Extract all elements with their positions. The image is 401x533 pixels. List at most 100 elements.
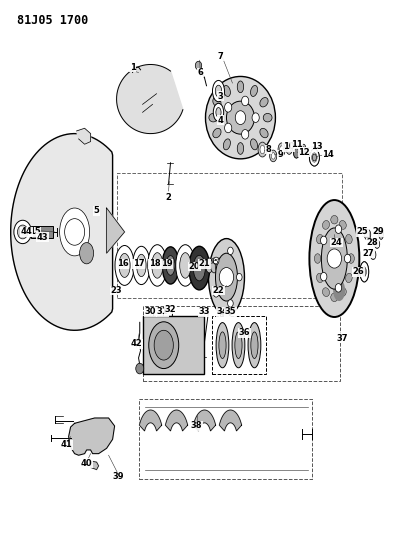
Text: 4: 4 xyxy=(218,116,223,125)
Ellipse shape xyxy=(360,262,369,282)
Text: x5: x5 xyxy=(211,259,219,265)
Ellipse shape xyxy=(288,146,291,152)
Ellipse shape xyxy=(227,101,255,134)
Text: 23: 23 xyxy=(111,286,122,295)
Text: 39: 39 xyxy=(113,472,124,481)
Text: 40: 40 xyxy=(81,459,92,467)
Circle shape xyxy=(320,236,327,245)
Ellipse shape xyxy=(251,139,257,150)
Bar xyxy=(143,306,340,381)
Polygon shape xyxy=(166,410,188,431)
Ellipse shape xyxy=(260,98,268,107)
Ellipse shape xyxy=(258,142,267,157)
Ellipse shape xyxy=(209,114,218,122)
Text: 6: 6 xyxy=(198,68,203,77)
Text: 34: 34 xyxy=(217,307,228,316)
Text: 29: 29 xyxy=(373,228,384,237)
Text: 16: 16 xyxy=(117,260,128,268)
Text: 26: 26 xyxy=(352,268,364,276)
Ellipse shape xyxy=(213,80,225,102)
Text: 27: 27 xyxy=(363,249,374,258)
Circle shape xyxy=(241,96,249,106)
Ellipse shape xyxy=(314,254,321,263)
Circle shape xyxy=(195,61,202,70)
Ellipse shape xyxy=(115,246,134,285)
Text: 10: 10 xyxy=(283,142,294,151)
Text: 24: 24 xyxy=(330,238,342,247)
Polygon shape xyxy=(11,134,113,330)
Text: 81J05 1700: 81J05 1700 xyxy=(17,14,88,27)
Circle shape xyxy=(228,300,233,307)
Circle shape xyxy=(219,268,234,287)
Ellipse shape xyxy=(206,258,213,273)
Ellipse shape xyxy=(215,258,223,273)
Ellipse shape xyxy=(162,247,179,284)
Bar xyxy=(117,173,342,298)
Ellipse shape xyxy=(260,128,268,138)
Ellipse shape xyxy=(216,322,229,368)
Bar xyxy=(139,399,312,479)
Circle shape xyxy=(18,225,28,239)
Ellipse shape xyxy=(133,246,150,285)
Text: 5: 5 xyxy=(94,206,99,215)
Text: 43: 43 xyxy=(37,233,49,242)
Circle shape xyxy=(14,220,31,244)
Text: 17: 17 xyxy=(133,260,144,268)
Ellipse shape xyxy=(312,154,316,161)
Ellipse shape xyxy=(119,254,130,277)
Text: 18: 18 xyxy=(149,260,160,268)
Circle shape xyxy=(327,249,342,268)
Circle shape xyxy=(344,254,351,263)
Polygon shape xyxy=(107,208,125,253)
Ellipse shape xyxy=(294,149,299,158)
Ellipse shape xyxy=(216,108,221,117)
Ellipse shape xyxy=(310,149,319,166)
Text: 41: 41 xyxy=(61,440,73,449)
Text: 3: 3 xyxy=(218,92,223,101)
Circle shape xyxy=(225,123,232,133)
Ellipse shape xyxy=(294,149,299,158)
Polygon shape xyxy=(117,64,183,134)
Ellipse shape xyxy=(211,258,218,273)
Ellipse shape xyxy=(339,221,346,229)
Circle shape xyxy=(235,111,246,125)
Text: 14: 14 xyxy=(322,150,334,159)
Ellipse shape xyxy=(219,332,226,359)
Text: 11: 11 xyxy=(291,140,302,149)
Ellipse shape xyxy=(302,147,305,152)
Text: 44: 44 xyxy=(21,228,32,237)
Ellipse shape xyxy=(271,153,275,159)
Ellipse shape xyxy=(189,246,210,290)
Circle shape xyxy=(252,113,259,123)
Circle shape xyxy=(225,102,232,112)
Ellipse shape xyxy=(375,240,380,248)
Circle shape xyxy=(213,257,219,264)
Ellipse shape xyxy=(213,128,221,138)
Text: 35: 35 xyxy=(225,307,236,316)
Ellipse shape xyxy=(316,273,323,282)
Ellipse shape xyxy=(279,146,284,153)
Ellipse shape xyxy=(149,322,179,368)
Circle shape xyxy=(136,364,144,374)
Ellipse shape xyxy=(215,253,237,301)
Ellipse shape xyxy=(260,146,265,154)
Ellipse shape xyxy=(152,253,163,278)
Ellipse shape xyxy=(365,229,371,240)
Ellipse shape xyxy=(235,332,242,359)
Ellipse shape xyxy=(339,288,346,296)
Text: 33: 33 xyxy=(199,307,210,316)
Text: 42: 42 xyxy=(131,339,142,348)
Text: 22: 22 xyxy=(213,286,224,295)
Ellipse shape xyxy=(237,81,244,93)
Ellipse shape xyxy=(348,254,354,263)
Ellipse shape xyxy=(263,114,272,122)
Text: 8: 8 xyxy=(265,145,271,154)
Ellipse shape xyxy=(209,239,245,316)
Ellipse shape xyxy=(166,256,175,275)
Ellipse shape xyxy=(213,103,224,122)
Ellipse shape xyxy=(331,215,338,224)
Text: 32: 32 xyxy=(165,304,176,313)
Polygon shape xyxy=(140,410,162,431)
Ellipse shape xyxy=(232,322,245,368)
Polygon shape xyxy=(193,410,216,431)
